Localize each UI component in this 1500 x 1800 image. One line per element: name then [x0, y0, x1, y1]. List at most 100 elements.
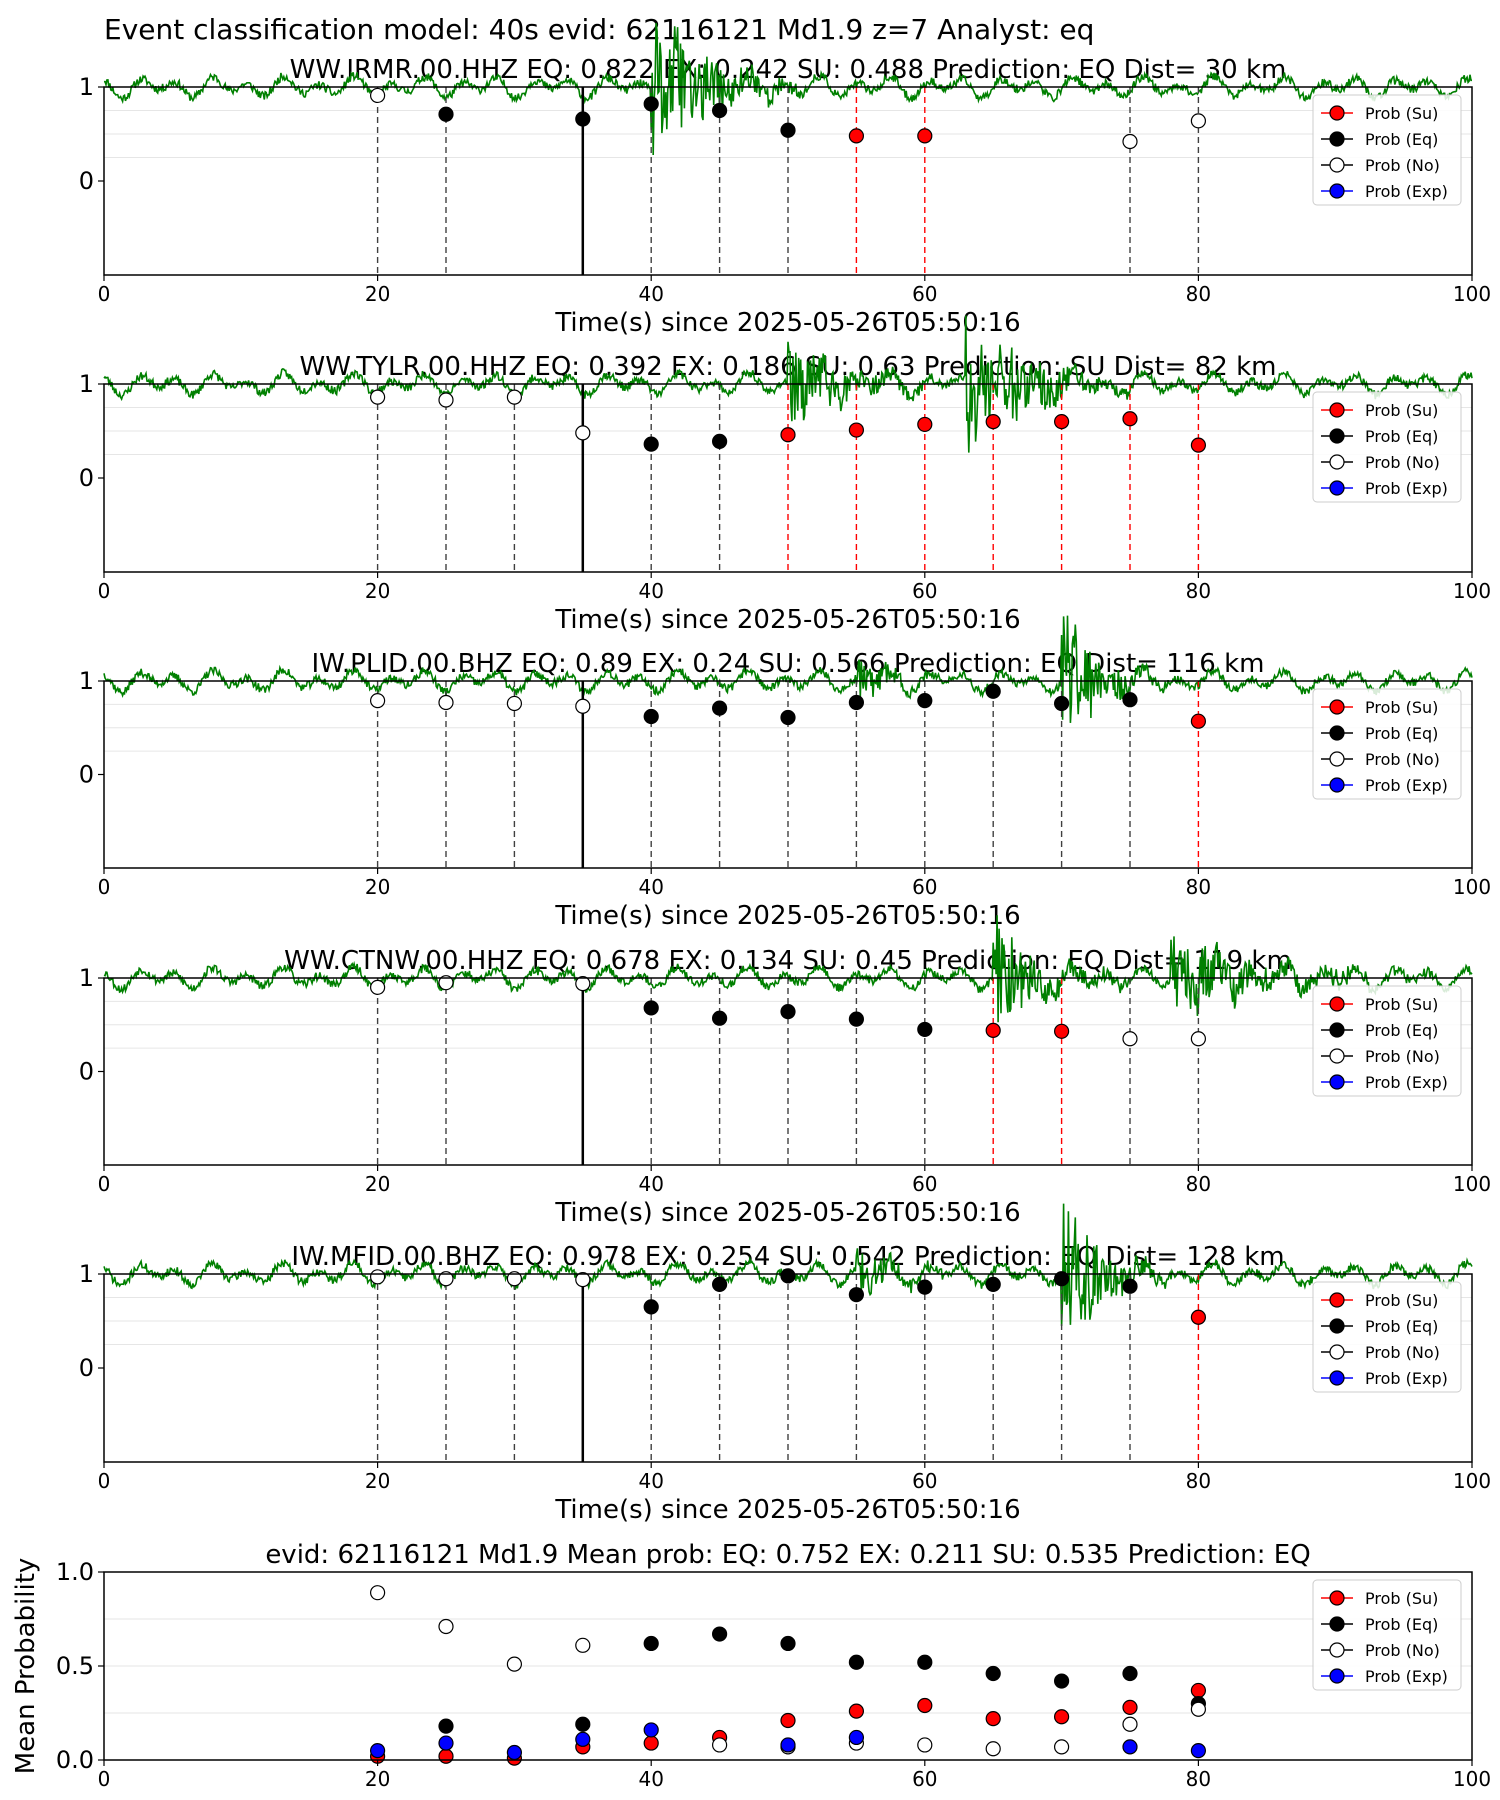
prob-point-su [1053, 414, 1070, 430]
mean-point-eq [985, 1665, 1001, 1682]
legend-label: Prob (No) [1365, 750, 1440, 769]
legend-label: Prob (Exp) [1365, 1369, 1448, 1388]
legend: Prob (Su) Prob (Eq) Prob (No) Prob (Exp) [1312, 391, 1462, 503]
mean-point-no [1190, 1701, 1207, 1717]
legend-box [1312, 1579, 1462, 1691]
mean-point-no [1122, 1716, 1138, 1732]
y-tick-label: 0 [79, 167, 94, 195]
x-tick-label: 0 [98, 579, 111, 603]
x-axis-label: Time(s) since 2025-05-26T05:50:16 [554, 901, 1020, 931]
x-tick-label: 100 [1453, 579, 1491, 603]
prob-point-eq [643, 1000, 659, 1016]
prob-point-su [1122, 411, 1138, 427]
legend-label: Prob (Su) [1365, 698, 1438, 717]
x-tick-label: 0 [98, 1172, 111, 1196]
seismic-trace [103, 315, 1473, 453]
x-tick-label: 0 [98, 1767, 111, 1791]
legend-box [1312, 391, 1462, 503]
x-axis-label: Time(s) since 2025-05-26T05:50:16 [554, 605, 1020, 635]
y-tick-label: 1 [79, 370, 94, 398]
prob-point-su [917, 416, 933, 433]
prob-point-su [1190, 437, 1207, 453]
x-tick-label: 20 [365, 579, 390, 603]
x-tick-label: 100 [1453, 282, 1491, 306]
mean-point-eq [438, 1718, 454, 1734]
mean-point-eq [780, 1635, 796, 1652]
x-tick-label: 100 [1453, 875, 1491, 899]
legend: Prob (Su) Prob (Eq) Prob (No) Prob (Exp) [1312, 94, 1462, 206]
y-tick-label: 1 [79, 964, 94, 992]
legend-marker-exp [1329, 480, 1345, 496]
y-tick-label: 1 [79, 1260, 94, 1288]
prob-point-eq [985, 1276, 1001, 1292]
prob-point-eq [917, 1279, 933, 1295]
prob-point-no [506, 695, 523, 712]
x-tick-label: 20 [365, 1172, 390, 1196]
prob-point-su [985, 1022, 1001, 1038]
prob-point-eq [1053, 1271, 1070, 1287]
prob-point-su [1053, 1023, 1070, 1039]
x-tick-label: 80 [1186, 875, 1211, 899]
x-tick-label: 0 [98, 1469, 111, 1493]
prob-point-eq [711, 1276, 728, 1292]
prob-point-eq [711, 102, 728, 119]
mean-point-eq [643, 1635, 659, 1652]
prob-point-su [985, 414, 1001, 430]
x-tick-label: 20 [365, 875, 390, 899]
mean-point-exp [848, 1729, 865, 1746]
mean-point-exp [780, 1737, 796, 1753]
panel-4: WW.CTNW.00.HHZ EQ: 0.678 EX: 0.134 SU: 0… [79, 915, 1491, 1228]
legend-label: Prob (Su) [1365, 104, 1438, 123]
prob-point-eq [917, 693, 933, 709]
legend-marker-su [1329, 699, 1345, 715]
x-tick-label: 100 [1453, 1767, 1491, 1791]
legend-marker-exp [1329, 1370, 1345, 1386]
legend-label: Prob (Eq) [1365, 427, 1438, 446]
mean-point-su [780, 1712, 796, 1729]
legend-marker-su [1329, 1292, 1345, 1308]
legend-marker-no [1329, 157, 1345, 173]
mean-point-no [1053, 1739, 1070, 1755]
panel-5: IW.MFID.00.BHZ EQ: 0.978 EX: 0.254 SU: 0… [79, 1203, 1491, 1525]
prob-point-eq [711, 1010, 728, 1026]
legend-label: Prob (Exp) [1365, 182, 1448, 201]
legend-marker-su [1329, 996, 1345, 1012]
mean-point-exp [1122, 1739, 1138, 1755]
prob-point-no [370, 1269, 386, 1285]
mean-point-no [370, 1585, 386, 1601]
x-axis-label: Time(s) since 2025-05-26T05:50:16 [554, 1495, 1020, 1525]
panel-3: IW.PLID.00.BHZ EQ: 0.89 EX: 0.24 SU: 0.5… [79, 615, 1491, 931]
mean-point-su [643, 1735, 659, 1751]
legend-label: Prob (Eq) [1365, 1021, 1438, 1040]
prob-point-eq [643, 708, 659, 725]
prob-point-su [1190, 713, 1207, 729]
legend-marker-su [1329, 1590, 1345, 1606]
y-tick-label: 0 [79, 1058, 94, 1086]
legend-marker-no [1329, 751, 1345, 767]
y-tick-label: 0.5 [56, 1652, 94, 1680]
legend-marker-no [1329, 1642, 1345, 1658]
prob-point-su [848, 128, 865, 144]
prob-point-no [575, 976, 591, 992]
x-tick-label: 100 [1453, 1172, 1491, 1196]
legend-marker-eq [1329, 1022, 1345, 1038]
prob-point-eq [848, 694, 865, 711]
legend: Prob (Su) Prob (Eq) Prob (No) Prob (Exp) [1312, 1579, 1462, 1691]
panel-title: evid: 62116121 Md1.9 Mean prob: EQ: 0.75… [265, 1540, 1310, 1570]
mean-point-su [848, 1703, 865, 1719]
panel-1: WW.IRMR.00.HHZ EQ: 0.822 EX: 0.242 SU: 0… [79, 23, 1491, 338]
x-tick-label: 20 [365, 282, 390, 306]
x-tick-label: 80 [1186, 1172, 1211, 1196]
legend-marker-exp [1329, 1668, 1345, 1684]
prob-point-no [370, 693, 386, 709]
panel-title: IW.MFID.00.BHZ EQ: 0.978 EX: 0.254 SU: 0… [291, 1242, 1284, 1272]
mean-point-exp [438, 1735, 454, 1751]
prob-point-no [438, 694, 454, 711]
prob-point-eq [848, 1287, 865, 1303]
mean-point-su [438, 1748, 454, 1764]
x-tick-label: 40 [638, 875, 663, 899]
legend-box [1312, 688, 1462, 800]
prob-point-no [506, 1271, 523, 1287]
prob-point-no [1190, 1031, 1207, 1047]
